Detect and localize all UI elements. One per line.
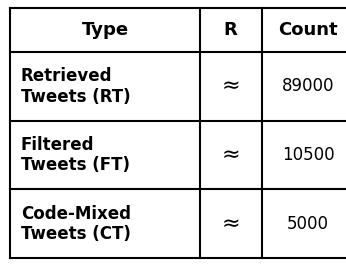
Text: Type: Type — [81, 21, 129, 39]
Text: 10500: 10500 — [282, 146, 335, 164]
Text: ≈: ≈ — [221, 145, 240, 165]
Text: R: R — [224, 21, 238, 39]
Text: ≈: ≈ — [221, 76, 240, 96]
Text: Count: Count — [279, 21, 338, 39]
Text: Filtered
Tweets (FT): Filtered Tweets (FT) — [21, 136, 130, 174]
Text: 89000: 89000 — [282, 77, 335, 95]
Text: Retrieved
Tweets (RT): Retrieved Tweets (RT) — [21, 67, 130, 106]
Text: 5000: 5000 — [287, 215, 329, 233]
Text: Code-Mixed
Tweets (CT): Code-Mixed Tweets (CT) — [21, 205, 131, 243]
Text: ≈: ≈ — [221, 214, 240, 234]
